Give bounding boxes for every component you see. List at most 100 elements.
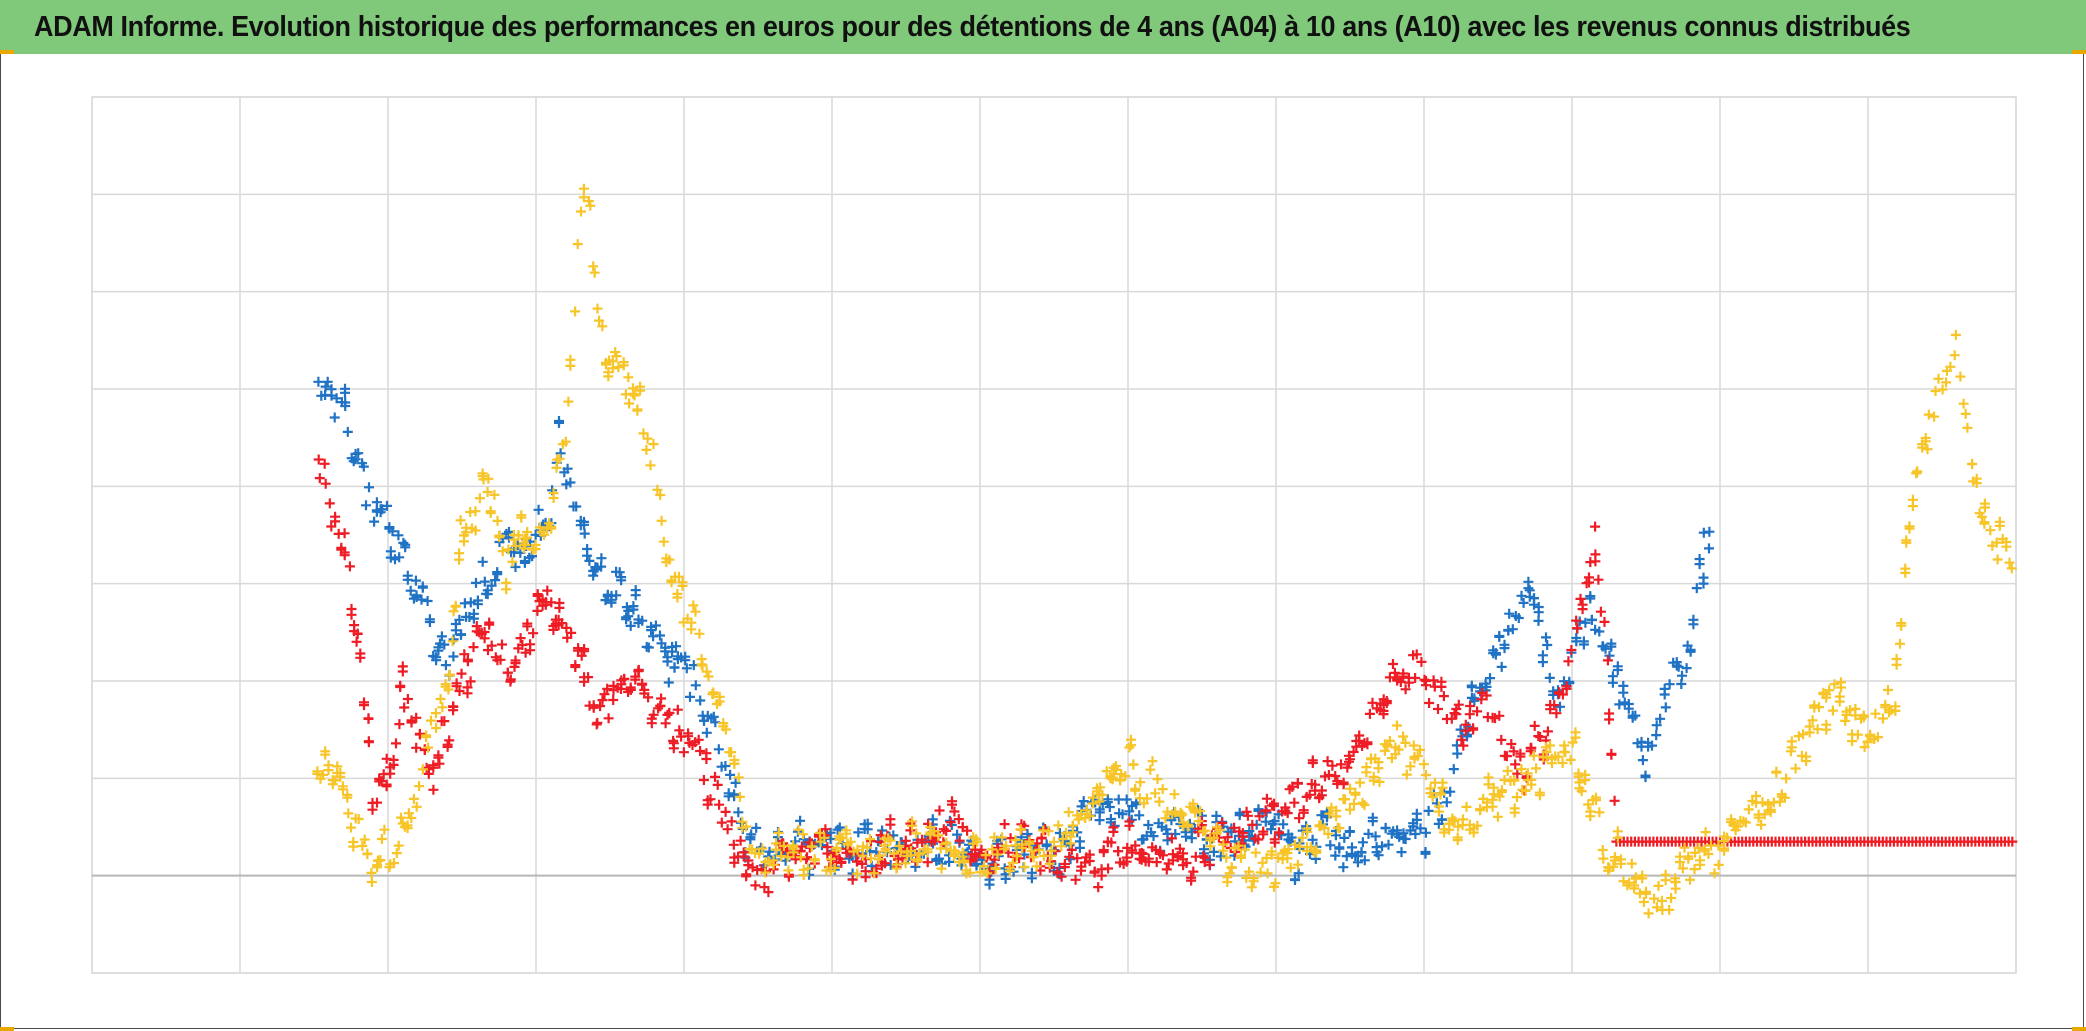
point-blue bbox=[1533, 607, 1544, 618]
point-blue bbox=[1234, 807, 1245, 818]
point-red bbox=[411, 742, 422, 753]
point-yellow bbox=[1398, 731, 1409, 742]
point-yellow bbox=[1930, 386, 1941, 396]
point-blue bbox=[410, 575, 421, 586]
point-red bbox=[1222, 832, 1233, 843]
point-yellow bbox=[778, 841, 789, 851]
point-yellow bbox=[594, 315, 605, 326]
point-red bbox=[668, 743, 679, 754]
point-blue bbox=[751, 822, 762, 833]
point-yellow bbox=[1719, 845, 1730, 856]
point-blue bbox=[348, 456, 359, 467]
point-red bbox=[1289, 797, 1300, 808]
point-yellow bbox=[1218, 845, 1229, 856]
point-blue bbox=[596, 553, 607, 564]
point-yellow bbox=[831, 845, 842, 856]
point-yellow bbox=[1670, 877, 1681, 888]
point-yellow bbox=[1111, 764, 1121, 775]
point-yellow bbox=[1311, 847, 1322, 858]
point-red bbox=[1472, 706, 1483, 717]
point-red bbox=[428, 784, 439, 795]
point-yellow bbox=[1637, 873, 1648, 884]
point-blue bbox=[313, 376, 324, 387]
point-yellow bbox=[1452, 832, 1463, 843]
point-yellow bbox=[933, 830, 944, 841]
point-yellow bbox=[1048, 836, 1059, 847]
point-red bbox=[423, 768, 434, 779]
point-blue bbox=[662, 652, 673, 663]
point-red bbox=[525, 639, 536, 650]
point-red bbox=[947, 796, 957, 807]
point-yellow bbox=[1890, 705, 1901, 716]
point-yellow bbox=[874, 850, 885, 861]
point-yellow bbox=[1901, 537, 1912, 548]
point-yellow bbox=[1011, 851, 1022, 862]
point-blue bbox=[1542, 640, 1553, 650]
point-yellow bbox=[1496, 785, 1507, 796]
point-yellow bbox=[656, 515, 667, 526]
point-red bbox=[953, 814, 964, 825]
point-red bbox=[664, 707, 675, 718]
point-yellow bbox=[455, 515, 466, 526]
point-yellow bbox=[1209, 833, 1219, 844]
point-yellow bbox=[470, 506, 481, 517]
point-blue bbox=[630, 585, 641, 596]
point-blue bbox=[492, 569, 503, 580]
point-blue bbox=[733, 807, 744, 818]
point-red bbox=[1103, 863, 1114, 874]
point-blue bbox=[701, 727, 712, 738]
point-yellow bbox=[1877, 713, 1888, 724]
point-blue bbox=[655, 630, 665, 641]
point-blue bbox=[584, 555, 595, 566]
point-yellow bbox=[1534, 787, 1545, 798]
point-blue bbox=[1148, 831, 1159, 842]
point-blue bbox=[1685, 646, 1696, 657]
point-yellow bbox=[1373, 763, 1384, 774]
point-yellow bbox=[1034, 844, 1045, 855]
point-yellow bbox=[546, 521, 557, 532]
point-red bbox=[934, 805, 945, 816]
point-blue bbox=[1504, 608, 1515, 619]
point-red bbox=[1269, 834, 1280, 845]
point-yellow bbox=[880, 846, 891, 857]
point-yellow bbox=[1786, 742, 1797, 753]
point-red bbox=[1602, 655, 1613, 666]
point-red bbox=[479, 627, 490, 637]
point-yellow bbox=[906, 850, 916, 861]
point-red bbox=[1428, 675, 1439, 686]
point-yellow bbox=[1053, 820, 1064, 831]
point-yellow bbox=[1319, 822, 1330, 833]
point-yellow bbox=[1933, 373, 1944, 384]
point-yellow bbox=[353, 814, 364, 824]
point-yellow bbox=[1751, 791, 1762, 801]
point-blue bbox=[1513, 613, 1524, 623]
point-yellow bbox=[1067, 827, 1078, 838]
point-yellow bbox=[1145, 764, 1156, 775]
point-yellow bbox=[1756, 819, 1767, 830]
point-yellow bbox=[959, 857, 970, 868]
series-yellow bbox=[312, 183, 2017, 919]
point-yellow bbox=[1560, 747, 1571, 758]
point-yellow bbox=[450, 601, 461, 612]
point-red bbox=[428, 760, 439, 771]
point-blue bbox=[417, 581, 428, 592]
point-yellow bbox=[672, 592, 683, 603]
point-yellow bbox=[1046, 845, 1057, 856]
point-blue bbox=[1411, 814, 1422, 825]
point-blue bbox=[1370, 831, 1381, 842]
point-blue bbox=[1041, 841, 1052, 852]
point-red bbox=[497, 639, 507, 650]
point-red bbox=[1080, 857, 1091, 868]
point-blue bbox=[472, 599, 483, 610]
point-red bbox=[402, 694, 413, 704]
point-blue bbox=[1215, 851, 1226, 862]
point-red bbox=[720, 806, 731, 817]
point-yellow bbox=[1801, 751, 1812, 762]
point-yellow bbox=[741, 821, 752, 832]
point-yellow bbox=[1226, 862, 1237, 873]
point-yellow bbox=[426, 715, 436, 726]
point-red bbox=[314, 473, 325, 484]
point-red bbox=[836, 857, 847, 868]
point-yellow bbox=[1713, 859, 1724, 870]
point-yellow bbox=[588, 261, 599, 272]
